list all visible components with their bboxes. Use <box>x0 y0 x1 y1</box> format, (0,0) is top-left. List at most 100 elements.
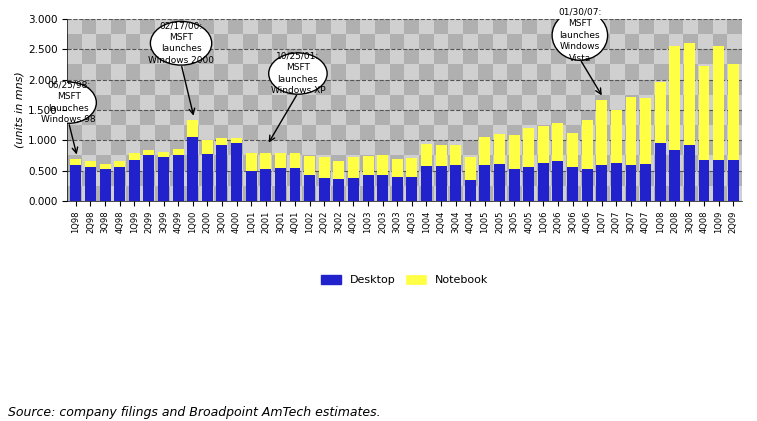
Bar <box>377 155 388 175</box>
Bar <box>143 155 154 201</box>
Bar <box>304 175 315 201</box>
Ellipse shape <box>269 53 327 94</box>
Bar <box>158 157 169 201</box>
Bar <box>260 153 271 169</box>
Bar <box>450 165 461 201</box>
Text: 02/17/00:
MSFT
launches
Windows 2000: 02/17/00: MSFT launches Windows 2000 <box>148 21 214 65</box>
Bar <box>275 168 286 201</box>
Bar <box>597 165 607 201</box>
Bar <box>100 169 111 201</box>
Bar <box>114 167 125 201</box>
Bar <box>319 157 330 178</box>
Bar <box>289 153 301 168</box>
Bar <box>129 160 140 201</box>
Bar <box>114 161 125 167</box>
Bar <box>319 178 330 201</box>
Bar <box>348 178 359 201</box>
Bar <box>275 153 286 168</box>
Bar <box>640 98 651 164</box>
Bar <box>407 177 417 201</box>
Bar <box>421 166 432 201</box>
Bar <box>611 110 621 163</box>
Bar <box>553 162 563 201</box>
Bar <box>246 171 257 201</box>
Bar <box>669 45 681 150</box>
Bar <box>567 133 578 167</box>
Bar <box>217 139 227 145</box>
Bar <box>597 100 607 165</box>
Bar <box>70 165 81 201</box>
Bar <box>129 153 140 160</box>
Bar <box>202 154 213 201</box>
Bar <box>684 43 695 144</box>
Bar <box>465 180 476 201</box>
Text: 10/25/01:
MSFT
launches
Windows XP: 10/25/01: MSFT launches Windows XP <box>270 52 326 95</box>
Bar <box>553 123 563 162</box>
Bar <box>304 156 315 175</box>
Bar <box>421 144 432 166</box>
Bar <box>538 126 549 163</box>
Bar <box>625 165 637 201</box>
Bar <box>655 143 665 201</box>
Bar <box>435 145 447 166</box>
Bar <box>85 167 96 201</box>
Bar <box>523 167 534 201</box>
Bar <box>70 159 81 165</box>
Bar <box>727 160 739 201</box>
Bar <box>640 164 651 201</box>
Bar <box>523 128 534 167</box>
Bar <box>333 161 344 179</box>
Bar <box>158 152 169 157</box>
Bar <box>187 120 198 137</box>
Bar <box>699 160 709 201</box>
Bar <box>260 169 271 201</box>
Bar <box>85 161 96 167</box>
Bar <box>538 163 549 201</box>
Bar <box>173 149 184 155</box>
Bar <box>217 145 227 201</box>
Bar <box>435 166 447 201</box>
Ellipse shape <box>151 21 212 65</box>
Bar <box>363 156 373 175</box>
Bar <box>377 175 388 201</box>
Bar <box>143 150 154 155</box>
Bar <box>363 175 373 201</box>
Bar <box>392 159 403 177</box>
Bar <box>333 179 344 201</box>
Bar <box>655 82 665 143</box>
Bar <box>231 143 242 201</box>
Text: 06/25/98:
MSFT
launches
Windows 98: 06/25/98: MSFT launches Windows 98 <box>42 81 96 124</box>
Bar <box>699 66 709 160</box>
Bar <box>713 160 724 201</box>
Bar <box>407 158 417 177</box>
Bar <box>581 169 593 201</box>
Text: 01/30/07:
MSFT
launches
Windows
Vista: 01/30/07: MSFT launches Windows Vista <box>558 8 602 63</box>
Bar <box>479 137 491 165</box>
Bar <box>567 167 578 201</box>
Bar <box>494 164 505 201</box>
Bar <box>611 163 621 201</box>
Ellipse shape <box>552 11 608 60</box>
Bar <box>509 169 519 201</box>
Bar <box>727 64 739 160</box>
Bar <box>581 120 593 169</box>
Bar <box>450 145 461 165</box>
Y-axis label: (units in mns): (units in mns) <box>15 72 25 148</box>
Bar <box>713 46 724 160</box>
Bar <box>669 150 681 201</box>
Bar <box>202 140 213 154</box>
Bar <box>494 134 505 164</box>
Bar <box>392 177 403 201</box>
Bar <box>289 168 301 201</box>
Bar <box>684 144 695 201</box>
Bar <box>479 165 491 201</box>
Bar <box>246 153 257 171</box>
Ellipse shape <box>41 82 96 123</box>
Bar <box>625 96 637 165</box>
Bar <box>509 135 519 169</box>
Text: Source: company filings and Broadpoint AmTech estimates.: Source: company filings and Broadpoint A… <box>8 406 380 419</box>
Bar <box>187 137 198 201</box>
Bar <box>465 157 476 180</box>
Bar <box>348 157 359 178</box>
Legend: Desktop, Notebook: Desktop, Notebook <box>316 271 493 290</box>
